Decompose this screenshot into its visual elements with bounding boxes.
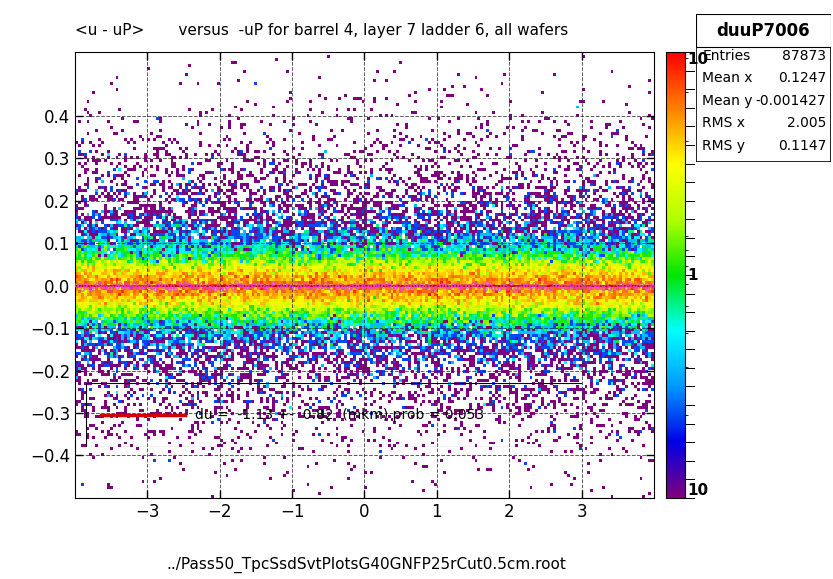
Text: RMS x: RMS x: [702, 116, 746, 130]
Text: duuP7006: duuP7006: [716, 22, 810, 40]
Text: -0.001427: -0.001427: [756, 94, 826, 108]
Text: Mean x: Mean x: [702, 71, 753, 85]
Text: 10: 10: [687, 483, 708, 498]
Text: <u - uP>       versus  -uP for barrel 4, layer 7 ladder 6, all wafers: <u - uP> versus -uP for barrel 4, layer …: [75, 23, 568, 38]
Bar: [696, 14, 831, 47]
Text: 2.005: 2.005: [787, 116, 826, 130]
Text: Mean y: Mean y: [702, 94, 753, 108]
Text: 1: 1: [687, 267, 698, 283]
Text: 0.1147: 0.1147: [778, 138, 826, 153]
Text: ../Pass50_TpcSsdSvtPlotsG40GNFP25rCut0.5cm.root: ../Pass50_TpcSsdSvtPlotsG40GNFP25rCut0.5…: [167, 557, 566, 573]
Text: Entries: Entries: [702, 49, 751, 63]
Text: 87873: 87873: [782, 49, 826, 63]
Text: 0.1247: 0.1247: [778, 71, 826, 85]
Text: RMS y: RMS y: [702, 138, 746, 153]
Text: 10: 10: [687, 52, 708, 67]
